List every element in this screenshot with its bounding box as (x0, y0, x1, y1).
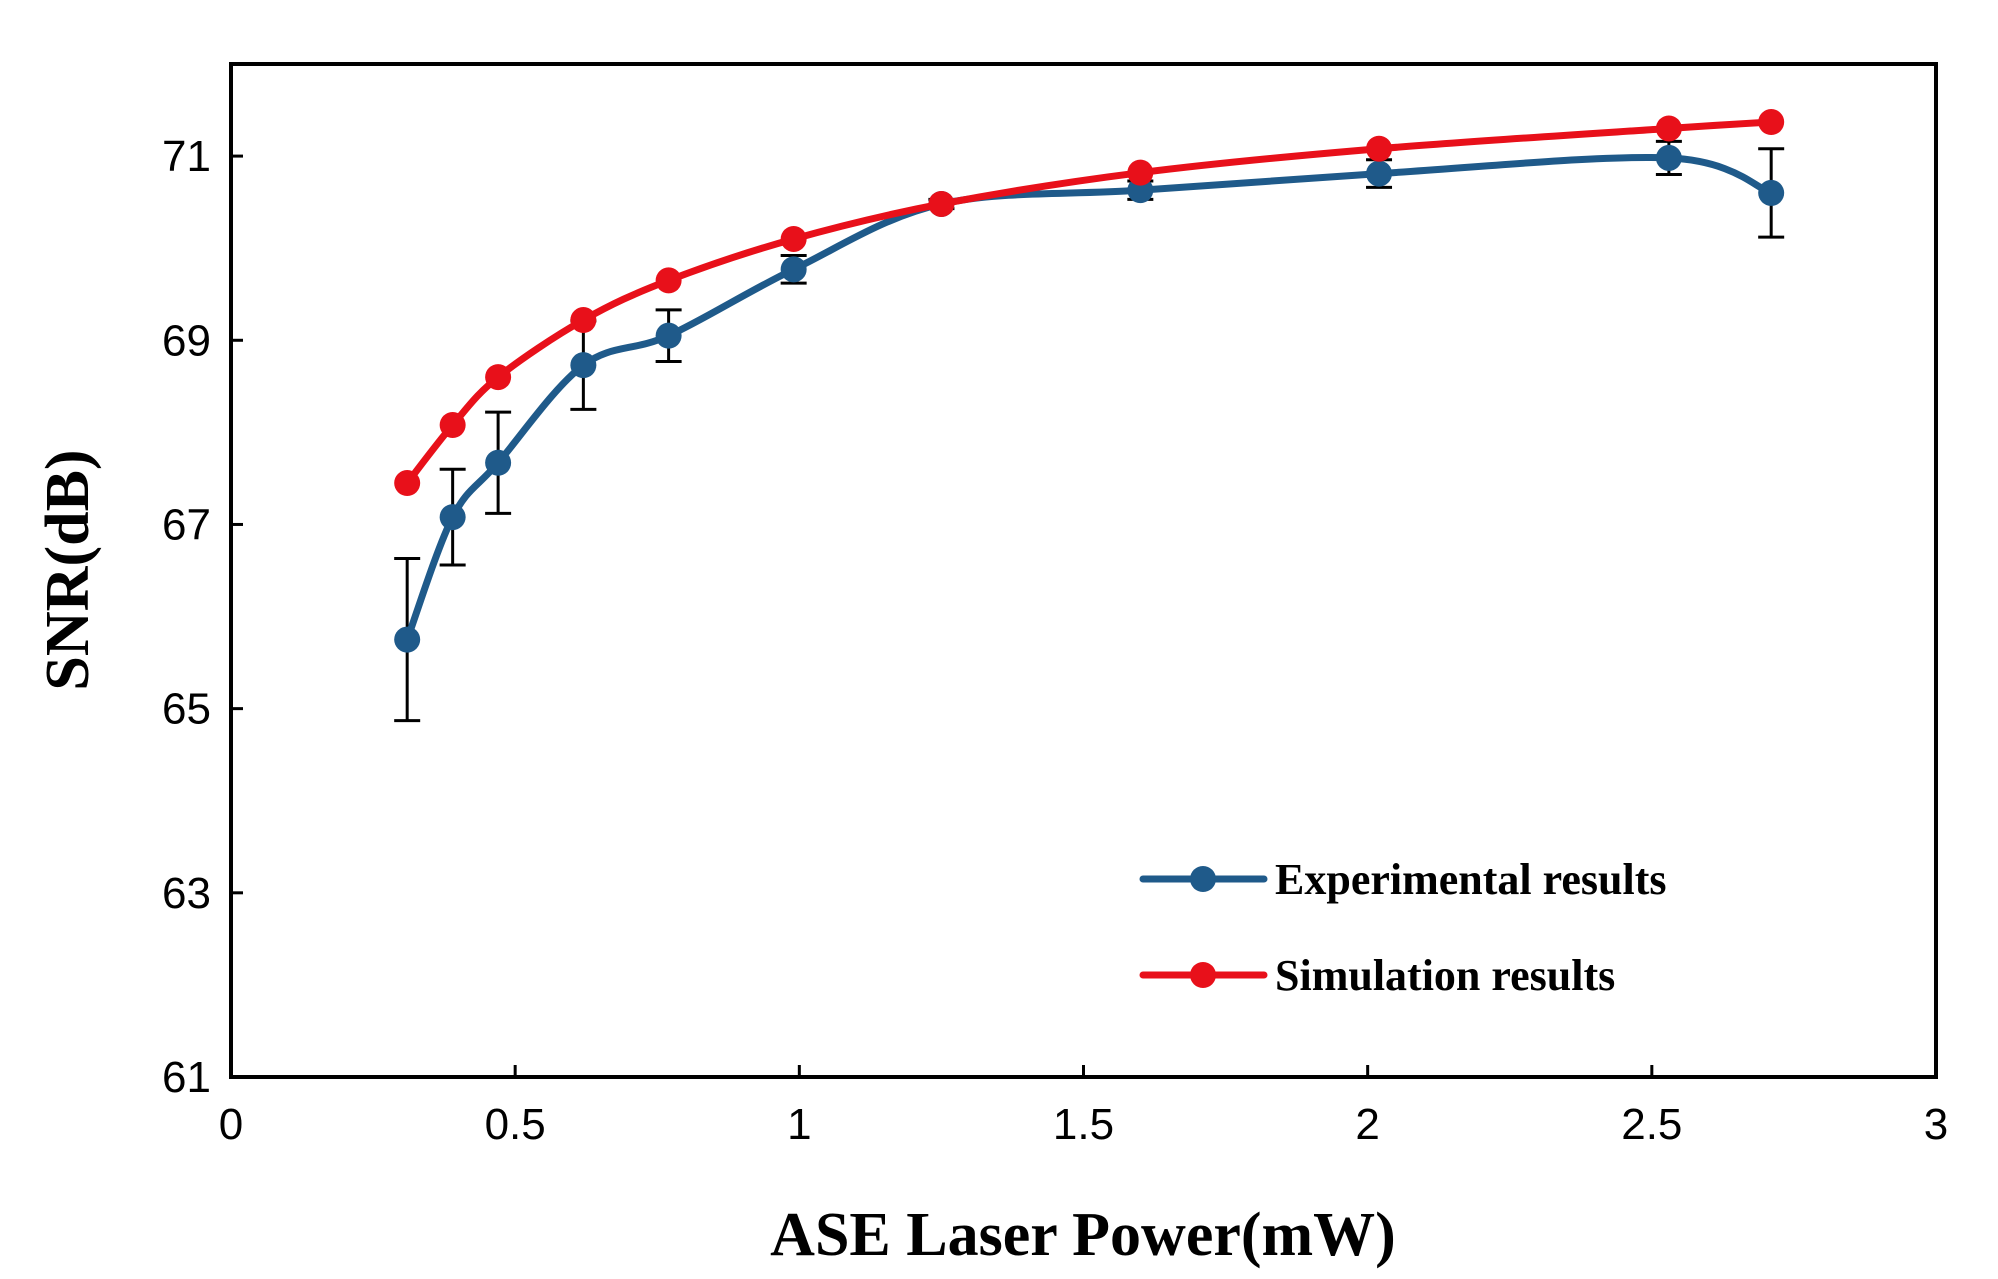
data-point (1655, 144, 1682, 171)
x-tick-label: 1 (787, 1100, 811, 1149)
data-point (1127, 159, 1154, 186)
data-point (1758, 179, 1785, 206)
data-point (439, 411, 466, 438)
data-point (485, 449, 512, 476)
legend-swatch-marker (1190, 962, 1216, 988)
x-tick-label: 2.5 (1621, 1100, 1682, 1149)
y-tick-label: 71 (162, 132, 211, 181)
legend-label: Simulation results (1275, 951, 1615, 1000)
y-tick-label: 69 (162, 316, 211, 365)
y-tick-label: 65 (162, 685, 211, 734)
data-point (570, 352, 597, 379)
series-experimental (394, 139, 1785, 723)
data-point (570, 307, 597, 334)
legend-swatch-marker (1190, 866, 1216, 892)
plot-frame (229, 62, 1938, 1079)
data-point (485, 364, 512, 391)
y-tick-label: 61 (162, 1053, 211, 1102)
data-point (1366, 160, 1393, 187)
x-tick-label: 3 (1924, 1100, 1948, 1149)
legend-item-simulation: Simulation results (1139, 951, 1615, 1000)
series-simulation (394, 109, 1785, 497)
data-point (394, 470, 421, 497)
x-axis-title: ASE Laser Power(mW) (770, 1201, 1396, 1269)
data-point (780, 225, 807, 252)
y-tick-label: 63 (162, 869, 211, 918)
series-line (403, 118, 1775, 487)
x-tick-label: 0.5 (485, 1100, 546, 1149)
x-axis-ticks: 0 0.5 1 1.5 2 2.5 3 (219, 1065, 1948, 1149)
data-point (1758, 109, 1785, 136)
y-axis-title: SNR(dB) (34, 449, 102, 690)
legend-label: Experimental results (1275, 855, 1667, 904)
data-point (394, 626, 421, 653)
data-point (439, 504, 466, 531)
series-line (403, 153, 1775, 644)
data-point (655, 267, 682, 294)
x-tick-label: 0 (219, 1100, 243, 1149)
data-point (928, 190, 955, 217)
series-layer (394, 109, 1785, 723)
data-point (655, 322, 682, 349)
legend: Experimental results Simulation results (1139, 855, 1667, 1000)
data-point (780, 256, 807, 283)
y-axis-ticks: 61 63 65 67 69 71 (162, 132, 243, 1102)
data-point (1366, 135, 1393, 162)
legend-item-experimental: Experimental results (1139, 855, 1667, 904)
x-tick-label: 1.5 (1053, 1100, 1114, 1149)
data-point (1655, 115, 1682, 142)
y-tick-label: 67 (162, 500, 211, 549)
x-tick-label: 2 (1355, 1100, 1379, 1149)
